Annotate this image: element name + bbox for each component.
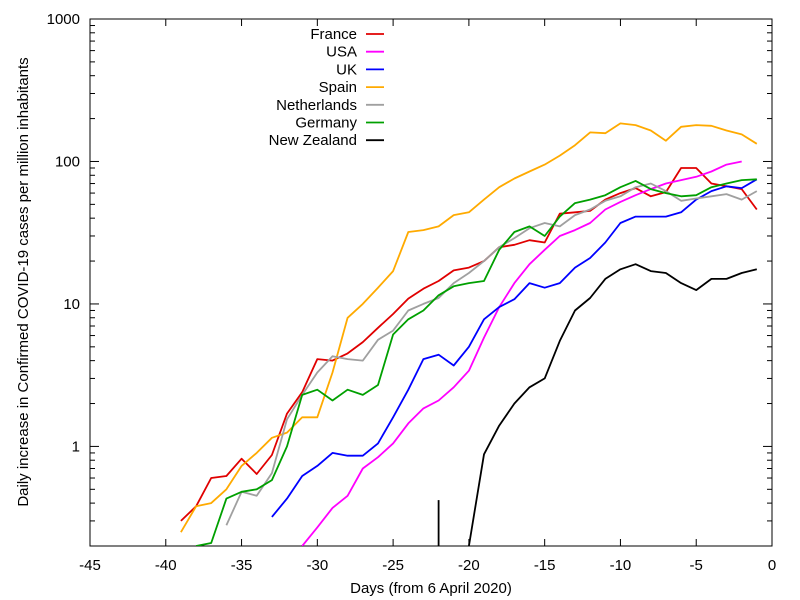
x-tick-label: -5 <box>690 557 703 574</box>
x-tick-label: -45 <box>79 557 101 574</box>
legend-label-uk: UK <box>336 61 357 78</box>
y-tick-label: 1000 <box>47 11 80 28</box>
x-tick-label: -10 <box>610 557 632 574</box>
series-line-france <box>180 167 758 522</box>
series-line-germany <box>195 178 757 546</box>
y-axis: 1 10 100 1000 <box>47 11 772 547</box>
x-tick-label: -20 <box>458 557 480 574</box>
x-tick-label: -30 <box>306 557 328 574</box>
legend-label-spain: Spain <box>319 79 357 96</box>
x-axis-title: Days (from 6 April 2020) <box>350 580 512 597</box>
series-layer <box>180 122 758 546</box>
x-tick-label: -25 <box>382 557 404 574</box>
y-tick-label: 100 <box>55 153 80 170</box>
series-line-spain <box>180 122 758 533</box>
legend-label-germany: Germany <box>295 115 357 132</box>
legend-label-new-zealand: New Zealand <box>269 132 357 149</box>
x-tick-label: -35 <box>231 557 253 574</box>
legend-label-france: France <box>310 26 357 43</box>
x-tick-label: 0 <box>768 557 776 574</box>
x-tick-label: -40 <box>155 557 177 574</box>
plot-area <box>89 18 773 547</box>
y-axis-title: Daily increase in Confirmed COVID-19 cas… <box>15 57 32 506</box>
x-tick-label: -15 <box>534 557 556 574</box>
series-line-new-zealand <box>468 263 758 546</box>
series-line-uk <box>271 178 758 518</box>
legend-label-netherlands: Netherlands <box>276 97 357 114</box>
y-tick-label: 1 <box>72 438 80 455</box>
legend-label-usa: USA <box>326 44 357 61</box>
y-tick-label: 10 <box>63 296 80 313</box>
series-line-usa <box>301 160 742 546</box>
x-axis: -45 -40 -35 -30 -25 -20 -15 -10 -5 0 <box>79 19 776 574</box>
